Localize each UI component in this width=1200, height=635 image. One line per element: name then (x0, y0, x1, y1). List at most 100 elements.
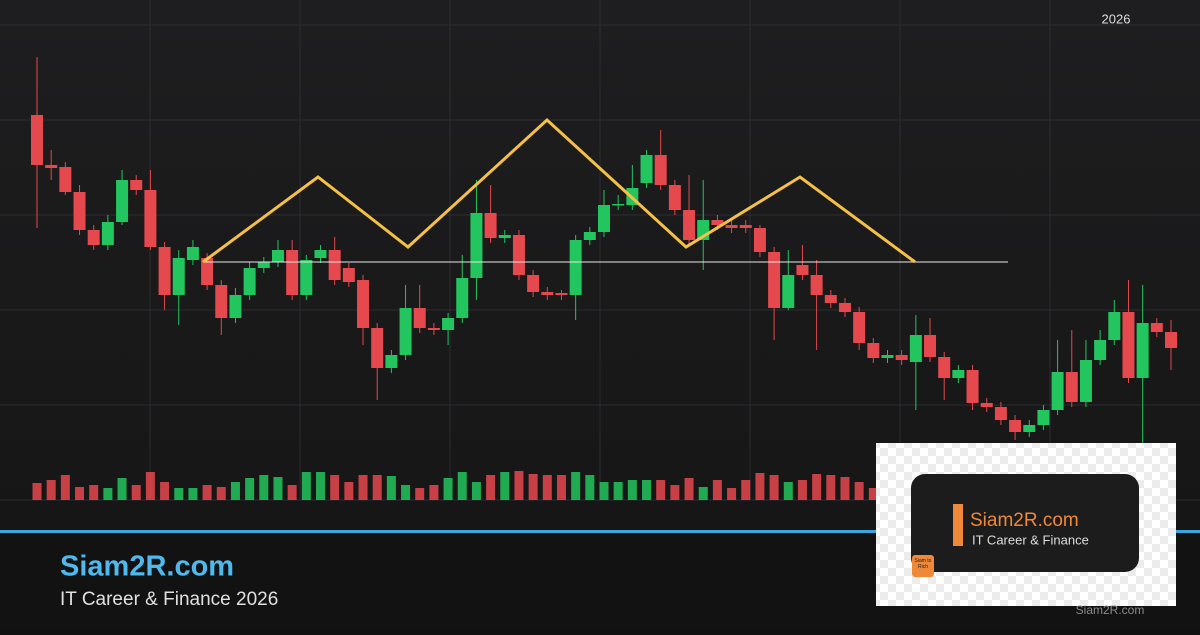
volume-bar (812, 474, 822, 500)
candle-body (725, 225, 738, 228)
volume-bar (46, 480, 56, 500)
candle-body (739, 225, 752, 228)
candle-body (87, 230, 100, 245)
volume-bar (840, 477, 850, 500)
candle-body (654, 155, 667, 185)
card (911, 474, 1139, 572)
volume-bar (358, 475, 368, 500)
candle-body (881, 355, 894, 358)
candle-body (824, 295, 837, 303)
volume-bar (585, 475, 595, 500)
volume-bar (32, 483, 42, 500)
volume-bar (471, 482, 481, 500)
volume-bar (854, 482, 864, 500)
volume-bar (457, 472, 467, 500)
candle-body (300, 260, 313, 295)
candle-body (994, 407, 1007, 420)
candle-body (31, 115, 43, 165)
candle-body (243, 268, 256, 295)
volume-bar (656, 480, 666, 500)
volume-bar (514, 471, 524, 500)
candle-body (527, 275, 540, 292)
candle-body (909, 335, 922, 362)
candle-body (1150, 323, 1163, 332)
candle-body (569, 240, 582, 295)
candle-body (541, 292, 554, 295)
volume-bar (826, 475, 836, 500)
candle-body (796, 265, 809, 275)
candle-body (768, 252, 781, 308)
corner-label: 2026 (1102, 11, 1131, 26)
volume-bar (486, 475, 496, 500)
icon-box: Siam to Rich (914, 558, 932, 570)
candle-body (598, 205, 610, 232)
volume-bar (160, 482, 170, 500)
volume-bar (642, 480, 652, 500)
candle-body (782, 275, 795, 308)
icon (912, 555, 934, 577)
candle-body (73, 192, 86, 230)
volume-bar (202, 485, 212, 500)
candle-body (229, 295, 242, 318)
volume-bar (556, 475, 566, 500)
volume-bar (188, 488, 198, 500)
candle-body (810, 275, 823, 295)
candle-body (442, 318, 455, 330)
candle-body (342, 268, 355, 282)
volume-bar (372, 475, 382, 500)
candle-body (838, 303, 851, 312)
candle-body (895, 355, 908, 360)
candle-body (144, 190, 157, 247)
candle-body (271, 250, 284, 262)
volume-bar (316, 472, 325, 500)
volume-bar (386, 476, 396, 500)
candle-body (867, 343, 880, 358)
candle-body (399, 308, 412, 355)
candle-body (1122, 312, 1135, 378)
candle-body (59, 167, 72, 192)
candle-body (215, 285, 228, 318)
candle-body (1108, 312, 1121, 340)
candle-body (753, 228, 766, 252)
volume-bar (670, 485, 680, 500)
volume-bar (117, 478, 127, 500)
icon-text: Siam to Rich (914, 558, 932, 570)
candle-body (427, 328, 440, 330)
plot (31, 57, 1177, 500)
volume-bar (627, 480, 637, 500)
candle-body (45, 165, 58, 168)
volume-bar (230, 482, 240, 500)
candle-body (498, 235, 511, 238)
volume-bar (60, 475, 70, 500)
footer-title: Siam2R.com (60, 551, 234, 583)
logo-card: Siam2R.com IT Career & Finance Siam to R… (876, 443, 1176, 606)
candle-body (1051, 372, 1064, 410)
volume-bar (613, 482, 623, 500)
volume-bar (528, 474, 538, 500)
candle-body (711, 220, 724, 225)
candle-body (158, 247, 171, 295)
candle-body (357, 280, 370, 328)
candle-body (172, 258, 185, 295)
volume-bar (415, 488, 425, 500)
watermark: Siam2R.com (1076, 603, 1145, 617)
candle-body (456, 278, 469, 318)
volume-bar (500, 472, 510, 500)
volume-bar (401, 485, 411, 500)
card-title: Siam2R.com (970, 510, 1079, 531)
candle-body (683, 210, 696, 240)
candle-body (583, 232, 596, 240)
volume-bar (741, 480, 751, 500)
candle-body (201, 258, 214, 285)
candle-body (101, 222, 114, 245)
candle-body (116, 180, 129, 222)
volume-bar (259, 475, 269, 500)
volume-bar (131, 485, 141, 500)
candle-body (1037, 410, 1050, 425)
separator (0, 530, 1200, 533)
candle-body (385, 355, 398, 368)
candle-body (853, 312, 866, 343)
volume-bar (698, 487, 708, 500)
